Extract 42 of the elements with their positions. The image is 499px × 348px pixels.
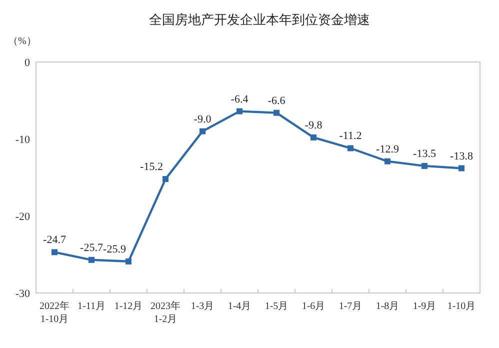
y-tick-label: -20 [15, 211, 30, 223]
text: -12.9 [376, 143, 399, 156]
text: -15.2 [140, 161, 163, 174]
x-tick-label: 1-3月 [190, 301, 214, 312]
point [88, 256, 94, 263]
point [126, 258, 132, 264]
x-tick-label: 1-8月 [376, 301, 400, 312]
x-tick-label: 1-4月 [228, 301, 252, 312]
x-tick-label: 2022年 1-10月 [40, 300, 70, 325]
x-tick-label: 1-7月 [338, 301, 362, 312]
point [236, 108, 242, 114]
y-tick-label: -30 [15, 288, 30, 300]
text: -13.5 [413, 148, 436, 160]
text: -25.9 [103, 243, 126, 256]
point [52, 249, 58, 256]
x-tick-label: 1-9月 [412, 301, 436, 312]
point [200, 128, 206, 134]
chart-title: 全国房地产开发企业本年到位资金增速 [149, 12, 370, 28]
text: -11.2 [339, 130, 362, 142]
point [274, 110, 280, 116]
point [458, 165, 464, 172]
y-axis-title: （%） [8, 36, 36, 47]
point [162, 176, 168, 182]
x-tick-label: 1-11月 [78, 301, 106, 312]
point [348, 145, 354, 152]
x-tick-label: 1-5月 [264, 301, 288, 312]
text: -9.8 [304, 119, 322, 132]
x-tick-label: 1-12月 [114, 301, 143, 312]
x-tick-label: 1-6月 [302, 301, 326, 312]
x-tick-label: 2023年 1-2月 [150, 300, 180, 325]
text: -13.8 [450, 150, 473, 162]
x-tick-label: 1-10月 [447, 301, 476, 312]
text: -9.0 [194, 113, 212, 126]
y-tick-label: -10 [15, 134, 30, 146]
text: -25.7 [80, 242, 103, 254]
y-tick-label: 0 [24, 57, 30, 69]
point [384, 158, 390, 164]
text: -6.4 [230, 93, 248, 106]
point [422, 162, 428, 169]
text: -6.6 [268, 94, 286, 107]
text: -24.7 [43, 234, 66, 246]
point [310, 134, 316, 140]
